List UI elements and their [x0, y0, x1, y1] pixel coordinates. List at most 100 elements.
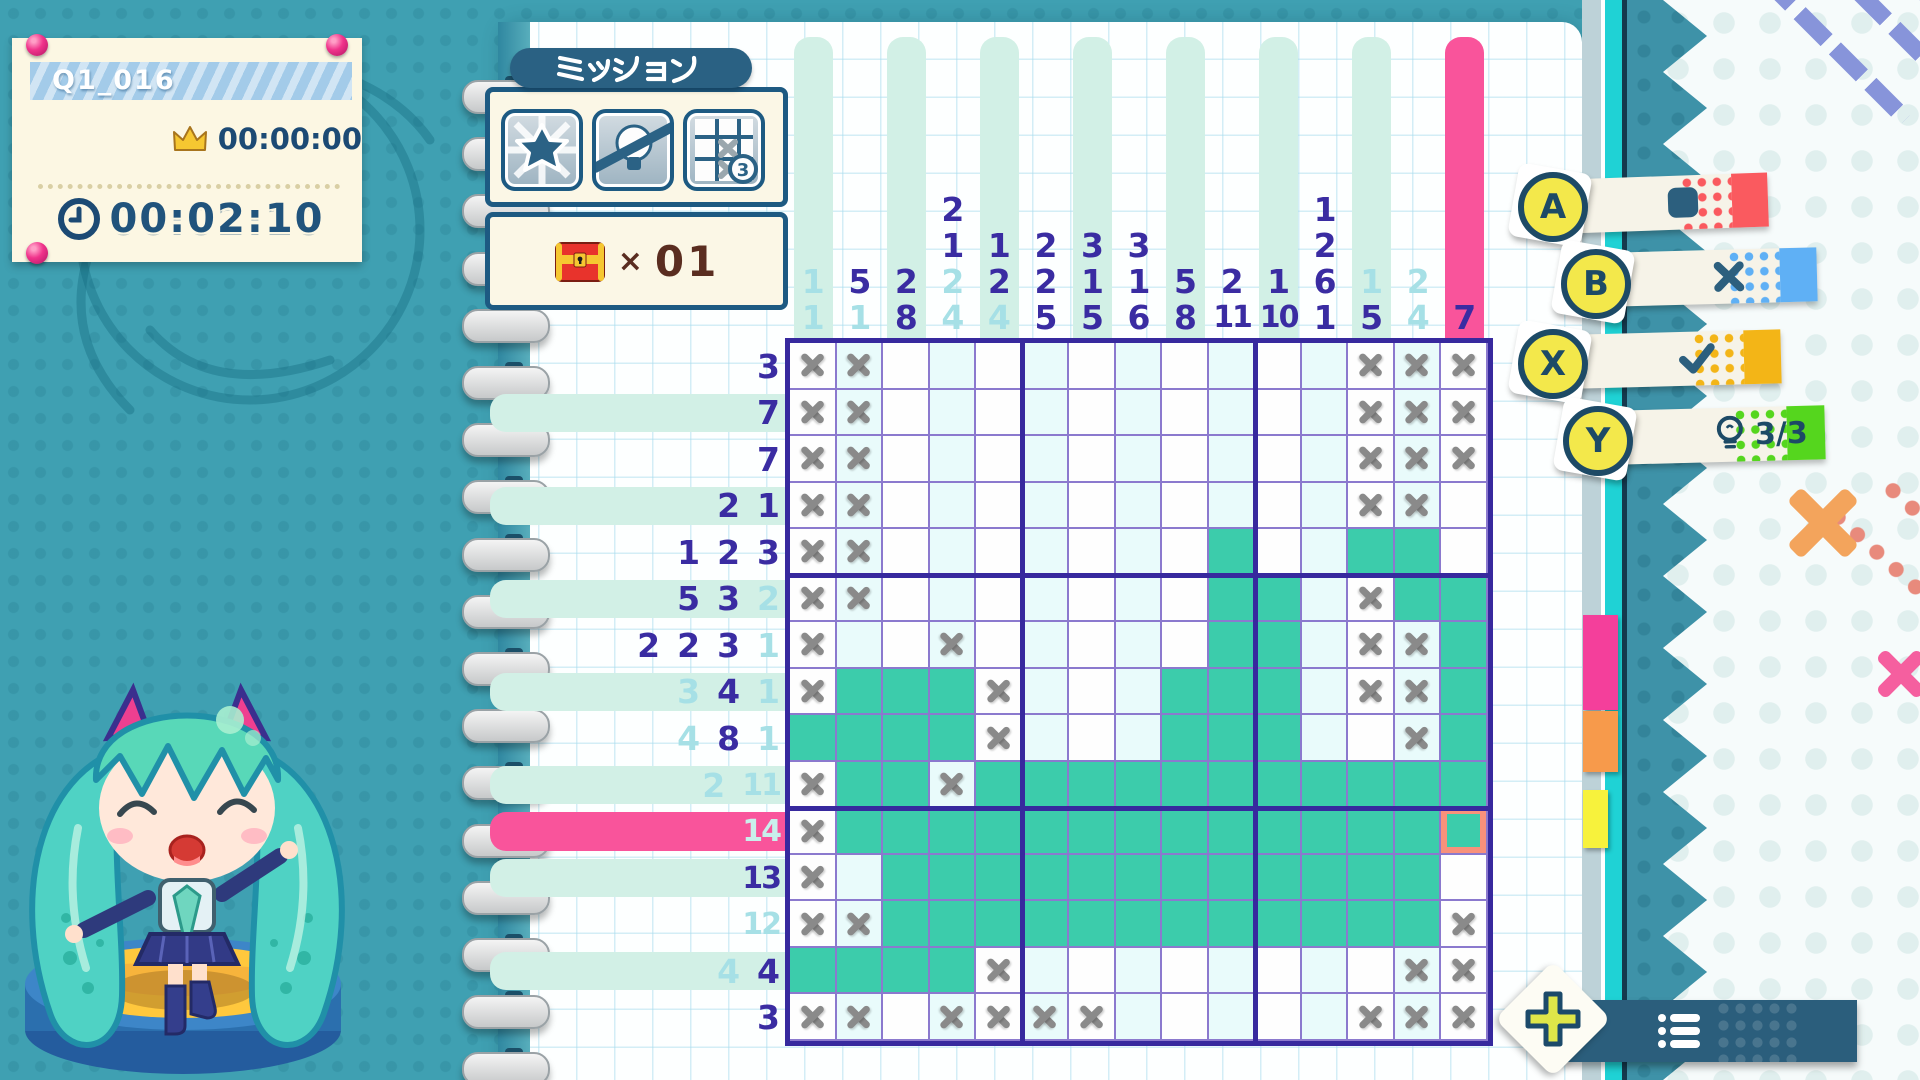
grid-cell[interactable]: [976, 901, 1023, 948]
grid-cell[interactable]: [1069, 575, 1116, 623]
grid-cell[interactable]: [1348, 343, 1395, 390]
grid-cell[interactable]: [1069, 529, 1116, 576]
grid-cell[interactable]: [790, 482, 837, 530]
grid-cell[interactable]: [883, 715, 930, 762]
grid-cell[interactable]: [1255, 854, 1302, 902]
grid-cell[interactable]: [790, 808, 837, 855]
grid-cell[interactable]: [1162, 994, 1209, 1041]
grid-cell[interactable]: [1301, 575, 1349, 623]
grid-cell[interactable]: [1441, 947, 1488, 995]
grid-cell[interactable]: [1115, 436, 1163, 483]
grid-cell[interactable]: [976, 761, 1023, 809]
grid-cell[interactable]: [1255, 715, 1302, 762]
grid-cell[interactable]: [929, 622, 977, 669]
grid-cell[interactable]: [1208, 436, 1256, 483]
grid-cell[interactable]: [929, 575, 977, 623]
grid-cell[interactable]: [1255, 901, 1302, 948]
grid-cell[interactable]: [1069, 901, 1116, 948]
grid-cell[interactable]: [1348, 389, 1395, 437]
grid-cell[interactable]: [1069, 668, 1116, 716]
grid-cell[interactable]: [1301, 622, 1349, 669]
grid-cell[interactable]: [1394, 715, 1442, 762]
grid-cell[interactable]: [1022, 389, 1070, 437]
grid-cell[interactable]: [790, 389, 837, 437]
grid-cell[interactable]: [1069, 947, 1116, 995]
grid-cell[interactable]: [1162, 715, 1209, 762]
grid-cell[interactable]: [836, 529, 884, 576]
grid-cell[interactable]: [929, 389, 977, 437]
grid-cell[interactable]: [929, 901, 977, 948]
grid-cell[interactable]: [929, 854, 977, 902]
grid-cell[interactable]: [1255, 994, 1302, 1041]
grid-cell[interactable]: [1394, 389, 1442, 437]
grid-cell[interactable]: [1255, 529, 1302, 576]
grid-cell[interactable]: [836, 343, 884, 390]
grid-cell[interactable]: [836, 575, 884, 623]
grid-cell[interactable]: [1301, 343, 1349, 390]
grid-cell[interactable]: [976, 482, 1023, 530]
grid-cell[interactable]: [1394, 668, 1442, 716]
grid-cell[interactable]: [976, 994, 1023, 1041]
mission-no-hint-icon[interactable]: [592, 109, 674, 191]
grid-cell[interactable]: [1394, 622, 1442, 669]
grid-cell[interactable]: [1208, 622, 1256, 669]
grid-cell[interactable]: [1069, 436, 1116, 483]
grid-cell[interactable]: [976, 715, 1023, 762]
grid-cell[interactable]: [929, 668, 977, 716]
grid-cell[interactable]: [1441, 994, 1488, 1041]
grid-cell[interactable]: [1208, 761, 1256, 809]
grid-cell[interactable]: [1115, 622, 1163, 669]
grid-cell[interactable]: [1348, 529, 1395, 576]
grid-cell[interactable]: [1394, 994, 1442, 1041]
grid-cell[interactable]: [1208, 994, 1256, 1041]
grid-cell[interactable]: [1022, 854, 1070, 902]
grid-cell[interactable]: [1348, 808, 1395, 855]
grid-cell[interactable]: [836, 854, 884, 902]
grid-cell[interactable]: [1115, 947, 1163, 995]
grid-cell[interactable]: [883, 761, 930, 809]
grid-cell[interactable]: [1394, 482, 1442, 530]
grid-cell[interactable]: [790, 761, 837, 809]
grid-cell[interactable]: [1022, 575, 1070, 623]
grid-cell[interactable]: [836, 947, 884, 995]
grid-cell[interactable]: [1069, 389, 1116, 437]
grid-cell[interactable]: [1301, 715, 1349, 762]
grid-cell[interactable]: [929, 436, 977, 483]
grid-cell[interactable]: [1348, 761, 1395, 809]
grid-cell[interactable]: [1162, 901, 1209, 948]
grid-cell[interactable]: [1208, 343, 1256, 390]
grid-cell[interactable]: [1394, 808, 1442, 855]
mission-limited-marks-icon[interactable]: 3: [683, 109, 765, 191]
grid-cell[interactable]: [1162, 482, 1209, 530]
grid-cell[interactable]: [1022, 715, 1070, 762]
grid-cell[interactable]: [836, 715, 884, 762]
grid-cell[interactable]: [1301, 482, 1349, 530]
add-button[interactable]: [1512, 978, 1594, 1060]
grid-cell[interactable]: [1022, 994, 1070, 1041]
grid-cell[interactable]: [1162, 436, 1209, 483]
grid-cell[interactable]: [1301, 947, 1349, 995]
grid-cell[interactable]: [790, 854, 837, 902]
grid-cell[interactable]: [1394, 529, 1442, 576]
grid-cell[interactable]: [1348, 436, 1395, 483]
grid-cell[interactable]: [1255, 761, 1302, 809]
grid-cell-cursor[interactable]: [1441, 808, 1488, 855]
grid-cell[interactable]: [1348, 622, 1395, 669]
grid-cell[interactable]: [976, 854, 1023, 902]
grid-cell[interactable]: [1069, 715, 1116, 762]
grid-cell[interactable]: [1162, 343, 1209, 390]
grid-cell[interactable]: [1208, 854, 1256, 902]
grid-cell[interactable]: [883, 668, 930, 716]
y-button[interactable]: Y: [1563, 406, 1633, 476]
grid-cell[interactable]: [1208, 482, 1256, 530]
grid-cell[interactable]: [1441, 854, 1488, 902]
grid-cell[interactable]: [1255, 668, 1302, 716]
grid-cell[interactable]: [1162, 808, 1209, 855]
grid-cell[interactable]: [976, 436, 1023, 483]
grid-cell[interactable]: [929, 994, 977, 1041]
grid-cell[interactable]: [976, 622, 1023, 669]
grid-cell[interactable]: [929, 343, 977, 390]
grid-cell[interactable]: [1069, 808, 1116, 855]
grid-cell[interactable]: [1069, 482, 1116, 530]
b-button[interactable]: B: [1561, 249, 1631, 319]
